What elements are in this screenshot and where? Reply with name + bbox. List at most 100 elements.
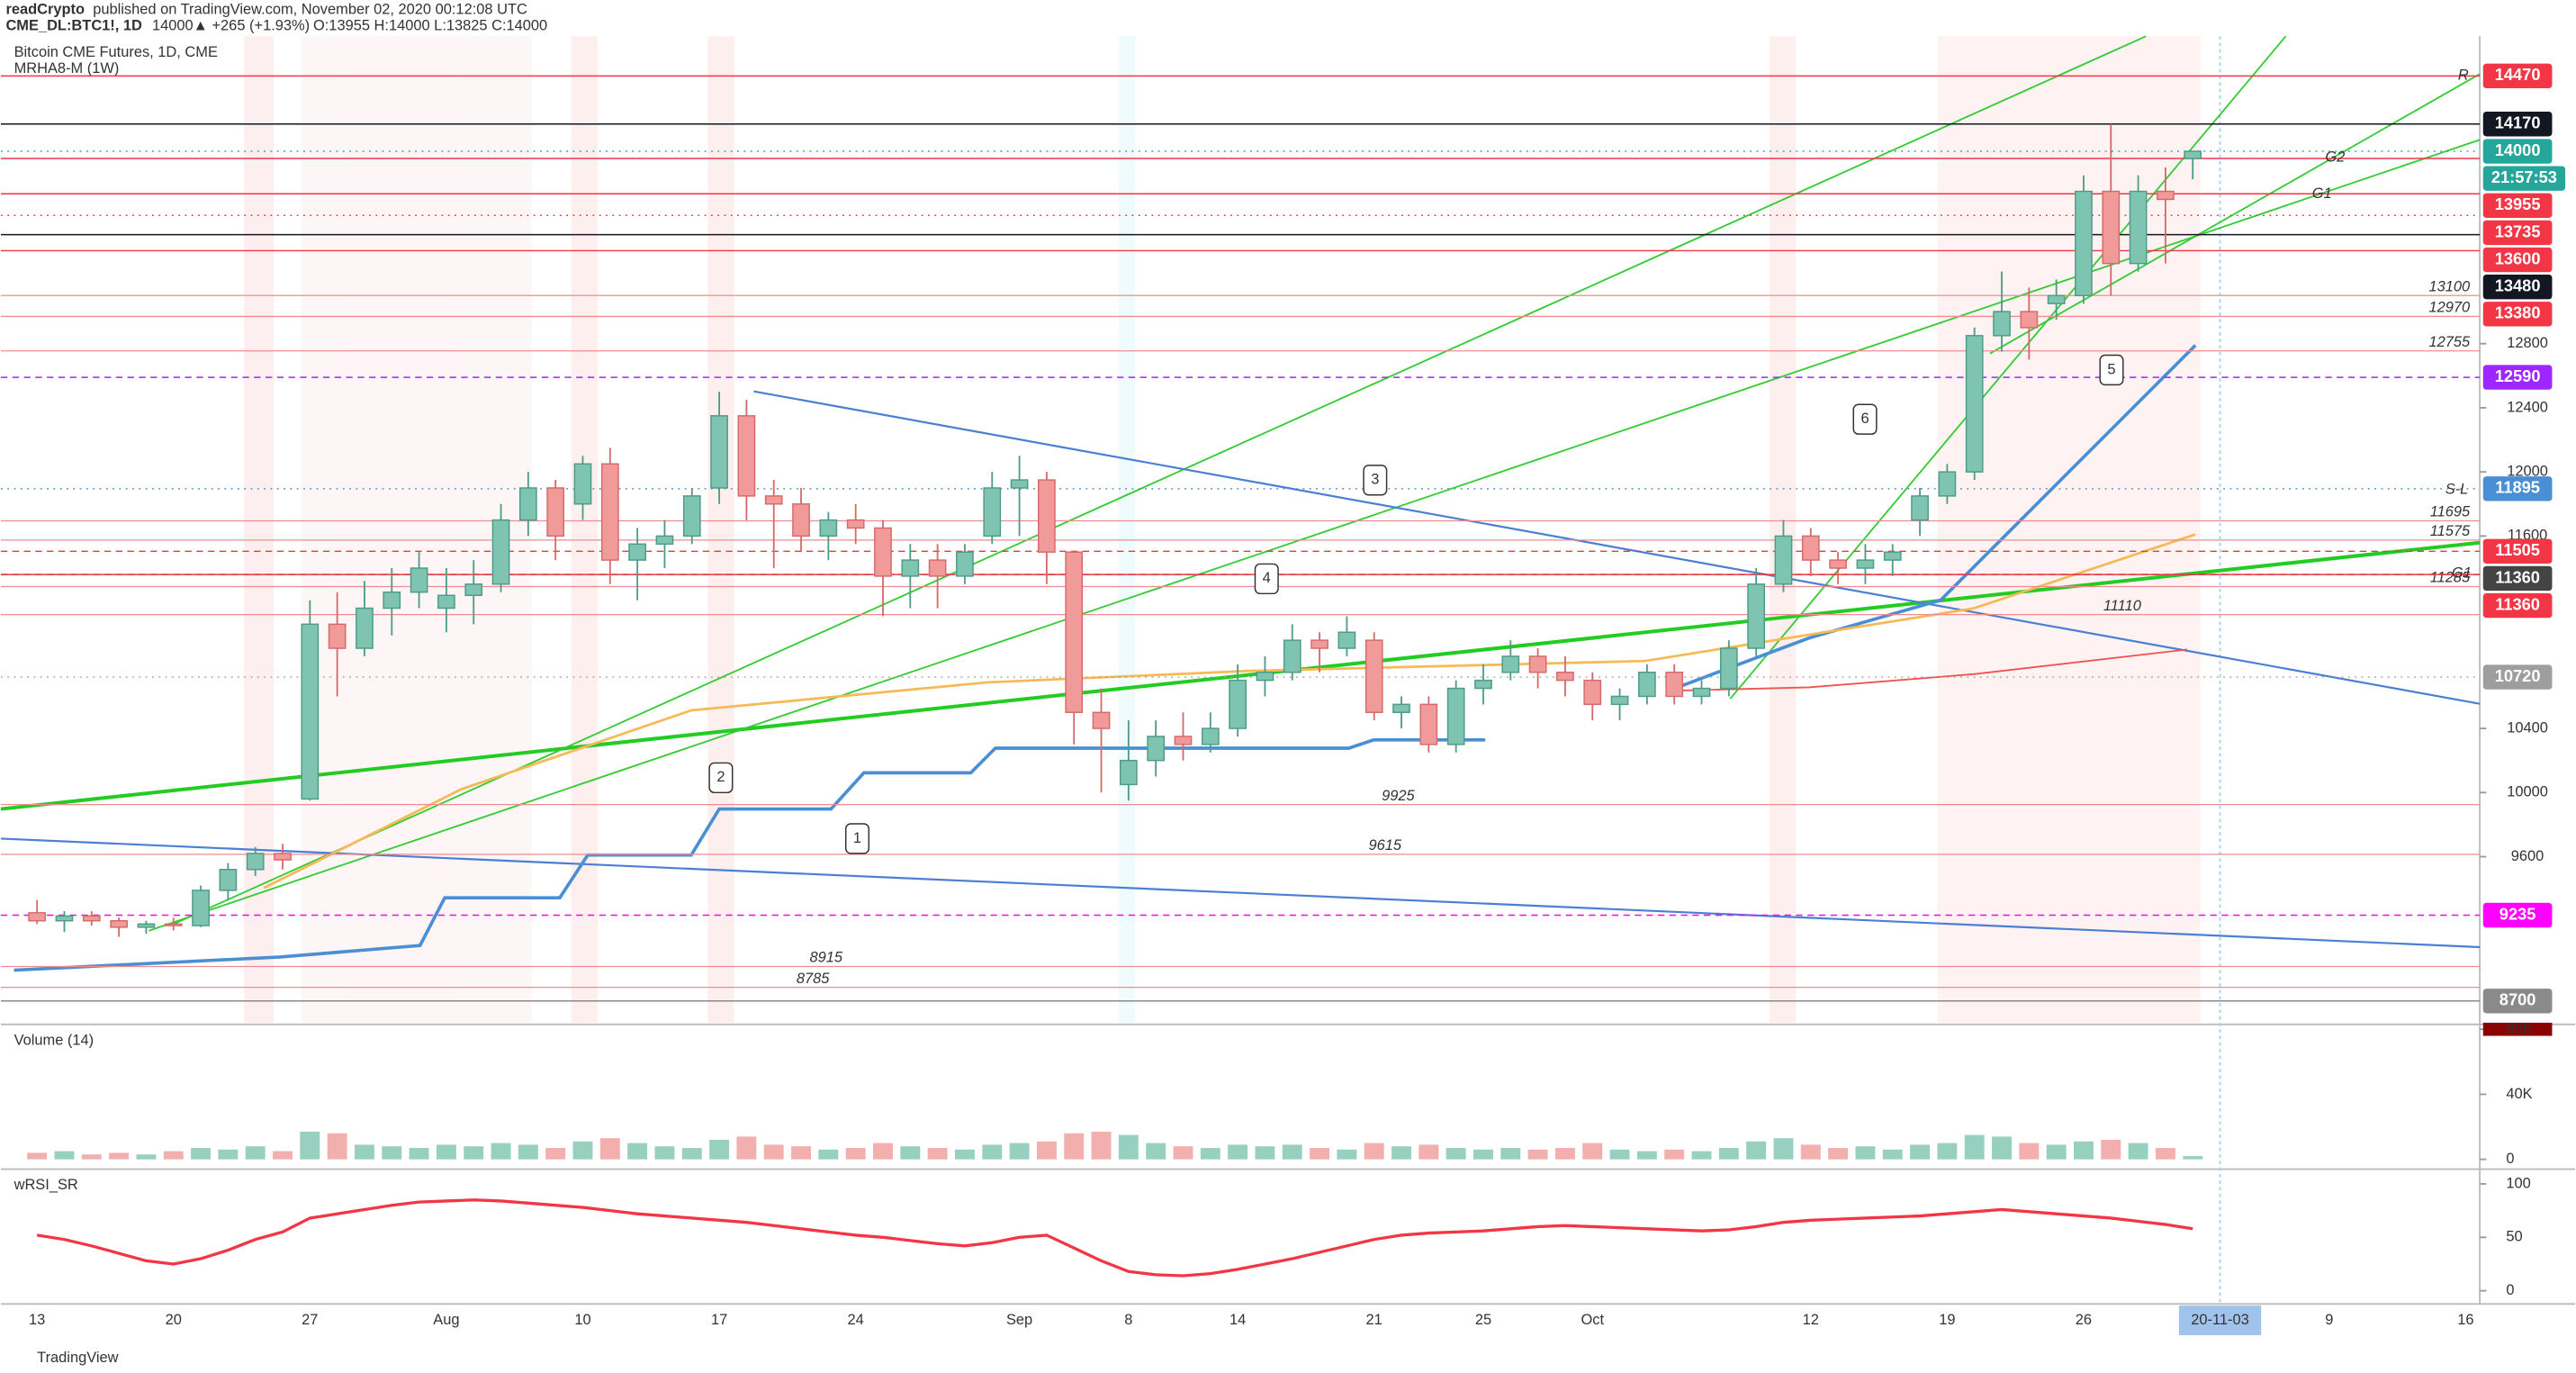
candle-body: [1747, 583, 1766, 649]
x-tick-label: 25: [1475, 1312, 1491, 1328]
candle-body: [1856, 559, 1875, 569]
candle-body: [1474, 679, 1492, 690]
candle-body: [655, 535, 674, 546]
candle-body: [2157, 190, 2175, 201]
volume-bar: [1446, 1148, 1466, 1160]
candle-body: [1119, 759, 1138, 786]
candle-body: [164, 923, 183, 926]
callout: 1: [853, 830, 861, 846]
volume-bar: [136, 1154, 157, 1160]
volume-bar: [599, 1138, 620, 1160]
candle-body: [1092, 711, 1111, 729]
price-label: 9235: [2499, 904, 2536, 923]
candle-body: [573, 463, 592, 505]
cursor-date-box: [2178, 1305, 2262, 1335]
price-label: 11505: [2495, 540, 2540, 559]
volume-bar: [709, 1140, 730, 1160]
volume-bar: [1882, 1149, 1903, 1160]
price-label-box: [2482, 592, 2553, 619]
volume-bar: [763, 1144, 784, 1160]
price-label-box: [2482, 193, 2553, 218]
volume-bar: [1992, 1136, 2012, 1160]
trend-line: [0, 837, 2481, 949]
footer: TradingView: [37, 1350, 119, 1366]
volume-bar: [627, 1143, 648, 1160]
volume-bar: [818, 1149, 839, 1160]
candle-body: [956, 551, 974, 577]
volume-bar: [273, 1151, 293, 1160]
callout: 6: [1860, 411, 1869, 427]
level-note: 9925: [1382, 788, 1415, 804]
volume-bar: [81, 1154, 102, 1160]
candle-body: [1283, 639, 1302, 673]
rsi-tick-label: 50: [2506, 1229, 2522, 1245]
level-note: 12755: [2428, 334, 2471, 350]
volume-bar: [873, 1143, 893, 1160]
volume-bar: [1091, 1131, 1112, 1160]
volume-bar: [2019, 1143, 2040, 1160]
rsi-tick-label: 0: [2506, 1282, 2514, 1298]
volume-bar: [791, 1146, 811, 1160]
level-note: 11110: [2103, 598, 2141, 614]
volume-bar: [954, 1149, 975, 1160]
level-note: 13100: [2428, 278, 2470, 294]
y-tick-label: 10000: [2507, 784, 2548, 800]
candle-body: [2184, 150, 2202, 159]
price-label: 11895: [2495, 478, 2540, 497]
volume-bar: [464, 1146, 484, 1160]
line-tag: S-L: [2445, 482, 2469, 498]
x-tick-label: 9: [2325, 1312, 2333, 1328]
candle-body: [737, 415, 756, 497]
candle-body: [137, 923, 156, 928]
level-note: 11285: [2430, 570, 2471, 586]
candle-body: [1174, 736, 1193, 745]
callout-box: [2099, 354, 2124, 386]
volume-bar: [1419, 1144, 1439, 1160]
volume-bar: [927, 1148, 948, 1160]
candle-body: [1556, 672, 1574, 682]
y-tick-label: 10400: [2507, 719, 2548, 736]
published: published on TradingView.com, November 0…: [93, 1, 527, 17]
x-tick-label: 20: [166, 1312, 182, 1328]
candle-body: [1965, 335, 1984, 473]
price-label-box: [2482, 902, 2553, 928]
level-note: 12970: [2428, 300, 2470, 316]
candle-body: [792, 503, 810, 537]
volume-bar: [109, 1152, 130, 1160]
candle-body: [1010, 479, 1029, 489]
volume-bar: [1064, 1133, 1085, 1160]
candle-body: [328, 623, 347, 649]
volume-bar: [54, 1151, 75, 1160]
volume-bar: [1800, 1144, 1821, 1160]
volume-bar: [1773, 1138, 1794, 1160]
volume-tick-label: 40K: [2506, 1086, 2532, 1102]
volume-bar: [1937, 1143, 1958, 1160]
callout-box: [1363, 465, 1388, 496]
callout: 5: [2107, 361, 2115, 377]
candle-body: [1528, 655, 1547, 673]
candle-body: [2020, 311, 2039, 329]
candle-body: [410, 567, 428, 593]
price-label: 8700: [2499, 990, 2536, 1009]
volume-bar: [982, 1144, 1003, 1160]
volume-top-box: [2482, 1022, 2553, 1036]
volume-bar: [1036, 1141, 1057, 1160]
x-tick-label: 21: [1366, 1312, 1383, 1328]
candle-body: [1911, 495, 1929, 521]
volume-bar: [1173, 1146, 1193, 1160]
volume-bar: [1582, 1143, 1603, 1160]
volume-bar: [654, 1146, 675, 1160]
change: ▲ +265 (+1.93%): [194, 18, 310, 34]
candle-body: [1446, 687, 1465, 745]
volume-bar: [1746, 1141, 1767, 1160]
x-tick-label: 12: [1803, 1312, 1819, 1328]
volume-bar: [191, 1148, 212, 1160]
callout-box: [708, 762, 734, 794]
volume-bar: [1228, 1144, 1248, 1160]
candle-body: [301, 623, 320, 800]
candle-body: [55, 915, 74, 922]
candle-body: [383, 591, 401, 610]
level-note: 8915: [810, 950, 843, 966]
